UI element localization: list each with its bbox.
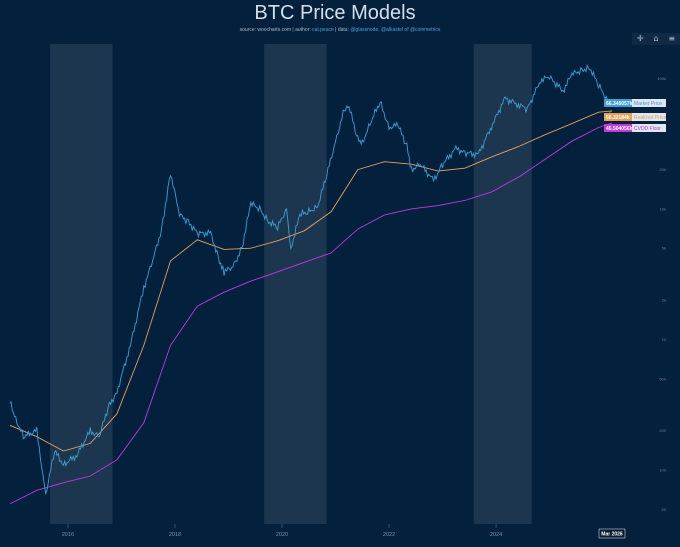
x-tick-label: 2020 bbox=[276, 532, 288, 538]
series-line-market-price[interactable] bbox=[9, 63, 613, 496]
tag-label-box bbox=[632, 99, 666, 107]
y-axis-ticks: 100k50k20k10k5k2k1k50020010050 bbox=[657, 76, 666, 512]
data-prefix: | data: bbox=[334, 27, 351, 33]
x-tick-label: 2016 bbox=[62, 532, 74, 538]
tag-value-text: 56.32184k bbox=[606, 115, 630, 121]
series-layer bbox=[9, 63, 613, 505]
y-tick-label: 100 bbox=[659, 468, 666, 473]
y-tick-label: 50 bbox=[662, 507, 667, 512]
end-value-tags: 66.345057k Market Price 56.32184k Realized … bbox=[603, 99, 666, 132]
tag-value-box bbox=[604, 124, 632, 132]
y-tick-label: 10k bbox=[660, 206, 666, 211]
tag-value-text: 45.504056k bbox=[606, 126, 633, 132]
tag-label-box bbox=[632, 124, 666, 132]
y-tick-label: 1k bbox=[662, 337, 666, 342]
tag-value-box bbox=[604, 99, 632, 107]
y-tick-label: 20k bbox=[660, 167, 666, 172]
tag-series-name: Realized Price bbox=[634, 115, 666, 121]
chart-subtitle: source: woocharts.com | author: cat.peac… bbox=[240, 27, 441, 33]
series-line-realized-price[interactable] bbox=[9, 110, 613, 452]
data-sources-link[interactable]: @glassnode, @alkastel of @coinmetrics bbox=[350, 27, 440, 33]
cursor-label-group: Mar 2026 bbox=[598, 528, 626, 539]
tag-series-name: Market Price bbox=[634, 101, 662, 107]
x-tick-label: 2022 bbox=[383, 532, 395, 538]
chart-title: BTC Price Models bbox=[254, 2, 415, 24]
cursor-label: Mar 2026 bbox=[601, 532, 623, 538]
author-link[interactable]: cat.peace bbox=[312, 27, 334, 33]
series-line-cvdd-floor[interactable] bbox=[9, 122, 613, 505]
tag-value-box bbox=[604, 113, 632, 121]
shaded-period-1 bbox=[50, 44, 113, 524]
tag-label-box bbox=[632, 113, 666, 121]
y-tick-label: 200 bbox=[659, 428, 666, 433]
cursor-label-box bbox=[598, 528, 626, 539]
y-tick-label: 500 bbox=[659, 376, 666, 381]
tag-value-text: 66.345057k bbox=[606, 101, 633, 107]
y-tick-label: 5k bbox=[662, 246, 666, 251]
halving-shade-layer bbox=[50, 44, 532, 524]
chart-toolbar: ✛ ⌂ ≡ bbox=[632, 33, 680, 45]
shaded-period-2 bbox=[264, 44, 327, 524]
y-tick-label: 2k bbox=[662, 298, 666, 303]
tag-series-name: CVDD Floor bbox=[634, 126, 661, 132]
menu-icon[interactable]: ≡ bbox=[668, 34, 676, 43]
crosshair-icon[interactable]: ✛ bbox=[636, 34, 644, 43]
x-tick-label: 2018 bbox=[169, 532, 181, 538]
home-icon[interactable]: ⌂ bbox=[653, 34, 659, 43]
y-tick-label: 100k bbox=[657, 76, 666, 81]
x-tick-label: 2024 bbox=[490, 532, 502, 538]
source-prefix: source: woocharts.com | author: bbox=[240, 27, 312, 33]
x-axis-ticks: 2016 2018 2020 2022 2024 bbox=[62, 524, 502, 538]
shaded-period-3 bbox=[473, 44, 532, 524]
